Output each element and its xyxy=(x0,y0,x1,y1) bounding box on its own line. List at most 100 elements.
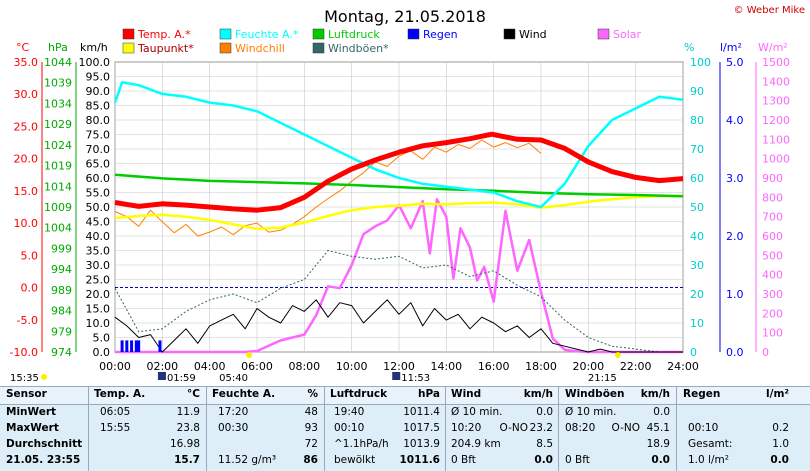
table-cell-boeen-value: 0.0 xyxy=(651,454,670,466)
legend: Temp. A.* Feuchte A.* Luftdruck Regen Wind So… xyxy=(122,28,642,55)
y-tick-celsius: -5.0 xyxy=(17,314,38,327)
table-cell-feuchte-time: 17:20 xyxy=(218,406,249,418)
table-cell-druck-value: 1011.4 xyxy=(403,406,440,418)
y-tick-hpa: 1039 xyxy=(44,77,72,90)
moonrise-icon xyxy=(157,372,166,380)
table-cell-temp-time: 15:55 xyxy=(100,422,131,434)
series-tempa xyxy=(114,131,684,213)
y-tick-celsius: -10.0 xyxy=(10,346,38,359)
y-tick-kmh: 75.0 xyxy=(86,129,111,142)
table-header-feuchte_unit: % xyxy=(307,388,318,400)
series-wind xyxy=(114,299,683,353)
legend-label: Windböen* xyxy=(328,42,389,55)
table-cell-regen-label: 00:10 xyxy=(688,422,719,434)
chart-title: Montag, 21.05.2018 xyxy=(324,7,486,26)
y-tick-solar: 700 xyxy=(762,211,783,224)
table-cell-wind-value: 0.0 xyxy=(534,454,553,466)
legend-label: Regen xyxy=(423,28,458,41)
table-cell-boeen-time: 0 Bft xyxy=(565,454,590,466)
legend-label: Feuchte A.* xyxy=(235,28,299,41)
y-tick-celsius: 25.0 xyxy=(14,120,39,133)
table-cell-wind-time: 0 Bft xyxy=(451,454,476,466)
y-tick-percent: 70 xyxy=(690,143,704,156)
table-column-separator xyxy=(676,386,677,471)
table-header-temp: Temp. A. xyxy=(94,388,146,400)
rain-bar xyxy=(130,340,134,352)
sunrise-icon xyxy=(246,352,253,358)
y-tick-hpa: 1019 xyxy=(44,160,72,173)
x-tick-label: 12:00 xyxy=(383,360,415,373)
y-tick-rain: 0.0 xyxy=(726,346,744,359)
table-cell-regen-label: Gesamt: xyxy=(688,438,733,450)
y-tick-solar: 1400 xyxy=(762,75,790,88)
y-tick-kmh: 20.0 xyxy=(86,288,111,301)
table-header-luftdruck_unit: hPa xyxy=(418,388,440,400)
table-cell-boeen-time: Ø 10 min. xyxy=(565,406,617,418)
y-tick-kmh: 55.0 xyxy=(86,187,111,200)
y-tick-celsius: 30.0 xyxy=(14,88,39,101)
y-tick-percent: 40 xyxy=(690,230,704,243)
y-tick-percent: 50 xyxy=(690,201,704,214)
rain-bar xyxy=(158,340,162,352)
axes: 35.030.025.020.015.010.05.00.0-5.0-10.01… xyxy=(10,56,790,359)
weather-chart: Montag, 21.05.2018 © Weber Mike Temp. A.… xyxy=(10,5,805,384)
y-tick-percent: 30 xyxy=(690,259,704,272)
table-header-regen: Regen xyxy=(683,388,721,400)
y-tick-celsius: 35.0 xyxy=(14,56,39,69)
x-tick-label: 08:00 xyxy=(288,360,320,373)
table-cell-temp-value: 15.7 xyxy=(174,454,200,466)
table-cell-wind-time: 204.9 km xyxy=(451,438,501,450)
y-tick-hpa: 1004 xyxy=(44,222,72,235)
y-tick-kmh: 70.0 xyxy=(86,143,111,156)
y-tick-percent: 10 xyxy=(690,317,704,330)
table-cell-boeen-value: 45.1 xyxy=(646,422,670,434)
stats-table: Sensor Temp. A. °C Feuchte A.% Luftdruck hPa W… xyxy=(0,386,810,471)
y-tick-kmh: 60.0 xyxy=(86,172,111,185)
table-header-regen_unit: l/m² xyxy=(766,388,789,400)
y-tick-rain: 1.0 xyxy=(726,288,744,301)
table-row-label: MinWert xyxy=(6,406,57,418)
y-tick-solar: 600 xyxy=(762,230,783,243)
x-tick-label: 22:00 xyxy=(620,360,652,373)
table-cell-wind-time: Ø 10 min. xyxy=(451,406,503,418)
y-tick-celsius: 0.0 xyxy=(21,282,39,295)
series-luftdruck xyxy=(114,173,684,198)
legend-swatch xyxy=(122,42,135,54)
legend-swatch xyxy=(503,28,516,40)
table-cell-wind-value: 0.0 xyxy=(536,406,553,418)
table-column-separator xyxy=(206,386,207,471)
table-header-sensor: Sensor xyxy=(6,388,47,400)
y-tick-celsius: 15.0 xyxy=(14,185,39,198)
legend-label: Temp. A.* xyxy=(137,28,191,41)
y-tick-hpa: 984 xyxy=(51,305,72,318)
legend-swatch xyxy=(597,28,610,40)
x-tick-label: 06:00 xyxy=(241,360,273,373)
y-tick-hpa: 1024 xyxy=(44,139,72,152)
series-layer xyxy=(113,81,684,354)
y-tick-kmh: 10.0 xyxy=(86,317,111,330)
unit-celsius: °C xyxy=(16,41,30,54)
legend-swatch xyxy=(122,28,135,40)
copyright-text: © Weber Mike xyxy=(734,5,805,16)
y-tick-kmh: 85.0 xyxy=(86,100,111,113)
table-cell-temp-value: 23.8 xyxy=(176,422,200,434)
y-tick-solar: 200 xyxy=(762,307,783,320)
y-tick-solar: 400 xyxy=(762,269,783,282)
table-cell-feuchte-value: 93 xyxy=(304,422,318,434)
y-tick-percent: 90 xyxy=(690,85,704,98)
y-tick-solar: 1300 xyxy=(762,95,790,108)
table-header-wind_unit: km/h xyxy=(523,388,553,400)
y-tick-percent: 100 xyxy=(690,56,711,69)
table-header-temp_unit: °C xyxy=(187,388,200,400)
y-tick-rain: 4.0 xyxy=(726,114,744,127)
table-cell-regen-label: 1.0 l/m² xyxy=(688,454,729,466)
table-row-label: Durchschnitt xyxy=(6,438,83,450)
y-tick-kmh: 65.0 xyxy=(86,158,111,171)
sunset-time: 21:15 xyxy=(588,373,617,384)
x-tick-label: 20:00 xyxy=(572,360,604,373)
y-tick-solar: 1100 xyxy=(762,133,790,146)
table-column-separator xyxy=(324,386,325,471)
table-cell-druck-time: 19:40 xyxy=(334,406,365,418)
legend-swatch xyxy=(219,28,232,40)
grid xyxy=(114,61,684,353)
